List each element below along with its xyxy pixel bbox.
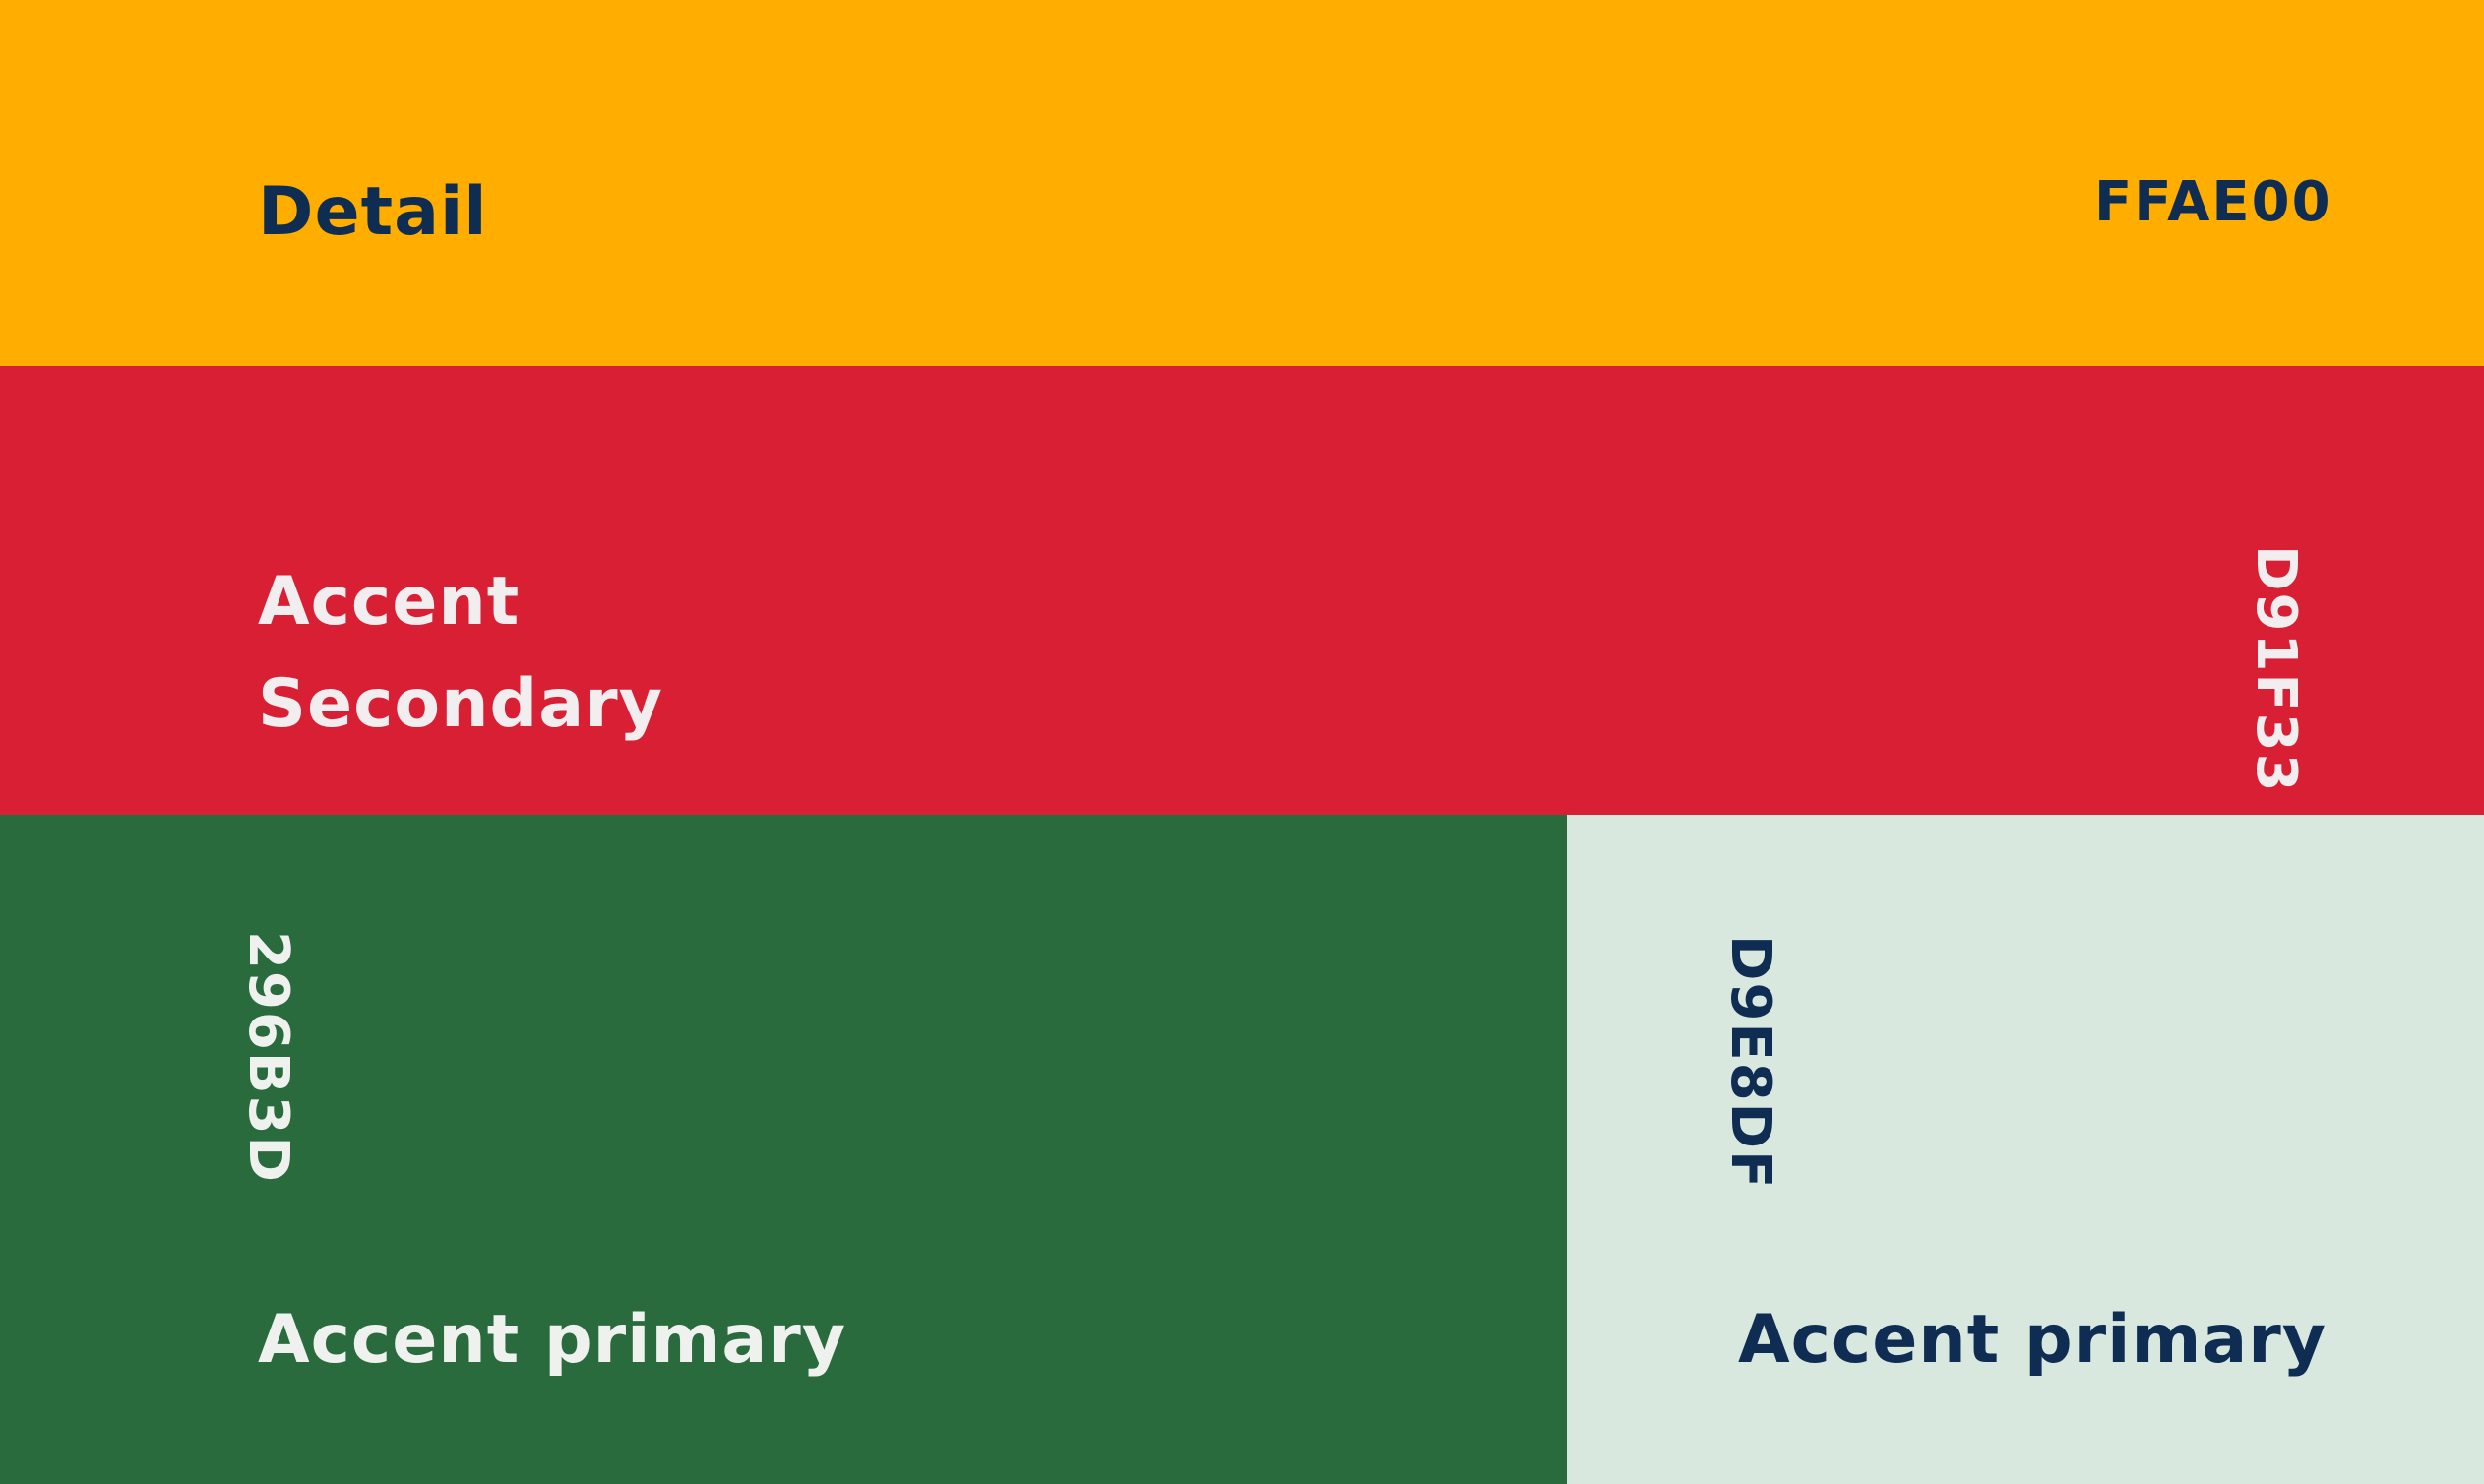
swatch-name: Detail xyxy=(258,173,488,251)
swatch-name: Accent primary xyxy=(258,1301,847,1379)
swatch-name: Accent Secondary xyxy=(258,551,663,756)
swatch-hex-code: 296B3D xyxy=(236,931,300,1185)
swatch-accent-primary: 296B3D Accent primary xyxy=(0,815,1567,1484)
swatch-accent-primary-light: D9E8DF Accent primary xyxy=(1567,815,2484,1484)
swatch-name-line-2: Secondary xyxy=(258,665,663,743)
swatch-accent-secondary: Accent Secondary D91F33 xyxy=(0,366,2484,815)
swatch-name-line-1: Accent xyxy=(258,563,521,641)
swatch-hex-code: FFAE00 xyxy=(2094,170,2332,234)
swatch-hex-code: D9E8DF xyxy=(1718,935,1782,1191)
swatch-hex-code: D91F33 xyxy=(2244,545,2308,794)
swatch-detail: Detail FFAE00 xyxy=(0,0,2484,366)
swatch-name: Accent primary xyxy=(1738,1301,2328,1379)
